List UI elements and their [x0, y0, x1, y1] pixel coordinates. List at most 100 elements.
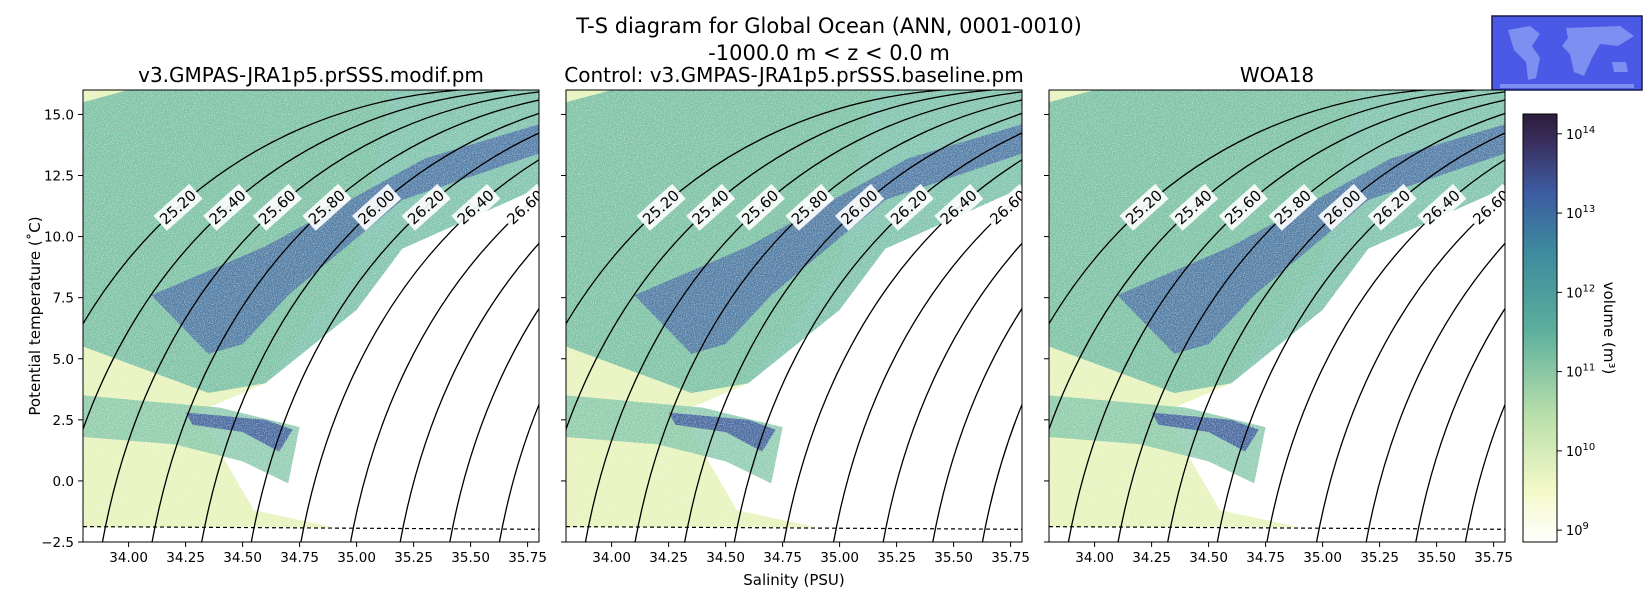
contour-line: [1216, 132, 1505, 542]
x-axis-label: Salinity (PSU): [743, 571, 845, 589]
contour-line: [1365, 242, 1505, 542]
x-tick-label: 35.75: [991, 550, 1030, 566]
freezing-point-line: [82, 526, 540, 530]
contour-line: [83, 90, 460, 325]
contour-line: [1315, 194, 1505, 542]
y-tick-label: −2.5: [41, 535, 74, 551]
x-tick-label: 34.75: [280, 550, 319, 566]
freezing-point-line: [1048, 526, 1506, 530]
x-tick-label: 35.50: [1417, 550, 1456, 566]
y-tick-label: 5.0: [53, 352, 74, 368]
density-speckle: [566, 90, 1022, 542]
x-tick-label: 35.75: [1474, 550, 1513, 566]
map-land-eurasia-africa: [1562, 26, 1634, 76]
figure-subtitle: -1000.0 m < z < 0.0 m: [708, 41, 950, 65]
contour-line: [1049, 90, 1426, 325]
contour-line: [201, 112, 539, 542]
density-field: [1049, 90, 1505, 542]
y-tick-label: 12.5: [44, 169, 74, 185]
x-tick-label: 35.00: [820, 550, 859, 566]
contour-line: [250, 132, 539, 542]
freezing-point-line: [565, 526, 1023, 530]
contour-line: [83, 90, 509, 432]
contour-line: [1167, 112, 1505, 542]
density-speckle: [1049, 90, 1505, 542]
x-tick-label: 34.00: [592, 550, 631, 566]
panel-3: 25.20 25.40 25.60 25.80 26.00 26.20 26.40 26.60…: [1044, 63, 1650, 566]
colorbar-tick-label: 109: [1566, 521, 1589, 539]
y-tick-label: 10.0: [44, 230, 74, 246]
x-tick-label: 34.50: [706, 550, 745, 566]
contour-line: [349, 194, 539, 542]
map-land-americas: [1508, 26, 1540, 80]
x-tick-label: 35.50: [451, 550, 490, 566]
contour-line: [733, 132, 1022, 542]
contour-line: [981, 403, 1022, 542]
x-tick-label: 35.25: [1360, 550, 1399, 566]
x-tick-label: 34.25: [1132, 550, 1171, 566]
contour-line: [399, 242, 539, 542]
contour-line: [1464, 403, 1505, 542]
x-tick-label: 34.00: [1075, 550, 1114, 566]
contour-line: [832, 194, 1022, 542]
colorbar-gradient: [1522, 113, 1558, 543]
y-tick-label: 15.0: [44, 107, 74, 123]
contour-line: [1067, 91, 1505, 542]
axes-frame: [82, 89, 540, 543]
x-tick-label: 35.25: [877, 550, 916, 566]
x-tick-label: 35.00: [337, 550, 376, 566]
panel-1: 25.20 25.40 25.60 25.80 26.00 26.20 26.40 26.60…: [26, 63, 547, 566]
density-field: [566, 90, 1022, 542]
x-tick-label: 35.50: [934, 550, 973, 566]
contour-line: [1049, 90, 1475, 432]
contour-line: [1614, 90, 1650, 542]
world-map-inset: [1491, 15, 1643, 91]
x-tick-label: 34.00: [109, 550, 148, 566]
panel-title: Control: v3.GMPAS-JRA1p5.prSSS.baseline.…: [564, 63, 1023, 87]
density-speckle: [83, 90, 539, 542]
x-tick-label: 34.25: [166, 550, 205, 566]
x-tick-label: 34.25: [649, 550, 688, 566]
map-land-australia: [1612, 62, 1628, 72]
figure-title: T-S diagram for Global Ocean (ANN, 0001-…: [575, 14, 1082, 38]
contour-line: [634, 99, 1022, 542]
contour-line: [1266, 159, 1505, 542]
colorbar-tick-label: 1011: [1566, 363, 1595, 381]
x-tick-label: 35.00: [1303, 550, 1342, 566]
y-tick-label: 0.0: [53, 474, 74, 490]
contour-line: [1117, 99, 1505, 542]
axes-frame: [565, 89, 1023, 543]
y-axis-label: Potential temperature (˚C): [26, 216, 44, 415]
x-tick-label: 34.50: [1189, 550, 1228, 566]
y-tick-label: 2.5: [53, 413, 74, 429]
contour-line: [566, 90, 992, 432]
contour-line: [300, 159, 539, 542]
contour-line: [449, 307, 539, 542]
contour-line: [932, 307, 1022, 542]
x-tick-label: 34.75: [763, 550, 802, 566]
density-field: [83, 90, 539, 542]
x-tick-label: 34.50: [223, 550, 262, 566]
x-tick-label: 35.25: [394, 550, 433, 566]
panel-2: 25.20 25.40 25.60 25.80 26.00 26.20 26.40 26.60…: [561, 63, 1030, 589]
colorbar-tick-label: 1013: [1566, 204, 1595, 222]
colorbar-label: volume (m³): [1600, 282, 1618, 375]
x-tick-label: 34.75: [1246, 550, 1285, 566]
contour-line: [684, 112, 1022, 542]
contour-line: [783, 159, 1022, 542]
contour-line: [882, 242, 1022, 542]
contour-line: [151, 99, 539, 542]
colorbar: 1014 1013 1012 1011 1010 109 volume (m³): [1522, 113, 1618, 543]
x-tick-label: 35.75: [508, 550, 547, 566]
colorbar-tick-label: 1014: [1566, 125, 1595, 143]
contour-line: [498, 403, 539, 542]
contour-line: [584, 91, 1022, 542]
contour-line: [566, 90, 943, 325]
colorbar-tick-label: 1010: [1566, 442, 1595, 460]
panel-title: WOA18: [1240, 63, 1314, 87]
contour-line: [101, 91, 539, 542]
panel-title: v3.GMPAS-JRA1p5.prSSS.modif.pm: [138, 63, 484, 87]
contour-line: [1415, 307, 1505, 542]
y-tick-label: 7.5: [53, 291, 74, 307]
